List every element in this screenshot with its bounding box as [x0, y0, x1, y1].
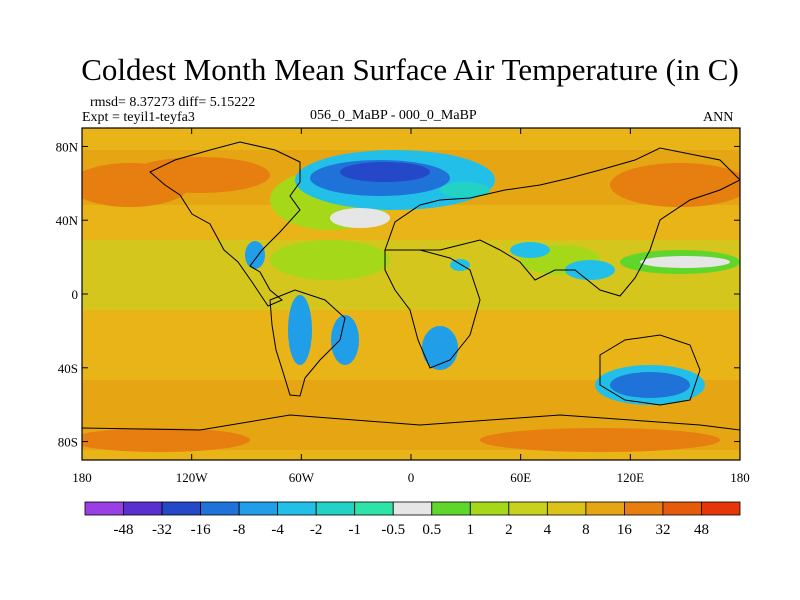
coast-north-america: [149, 141, 301, 307]
colorbar-level-label: 48: [694, 522, 709, 538]
colorbar-level-label: 16: [617, 522, 633, 538]
colorbar-level-label: 8: [582, 522, 590, 538]
colorbar-swatch: [392, 501, 433, 516]
field-ne-pacific-hot: [610, 163, 740, 207]
coastlines: [82, 141, 740, 431]
lat-tick-label: 80S: [58, 435, 78, 450]
colorbar: [84, 501, 741, 516]
field-tropical-band: [82, 240, 740, 310]
coast-australia: [599, 334, 701, 406]
field-southeast-asia-cyan: [565, 260, 615, 280]
colorbar-level-label: -48: [114, 522, 134, 538]
colorbar-swatch: [469, 501, 510, 516]
period-label: 056_0_MaBP - 000_0_MaBP: [310, 108, 477, 123]
colorbar-swatch: [277, 501, 317, 516]
colorbar-labels: -48 -32 -16 -8 -4 -2 -1 -0.5 0.5 1 2 4 8 16 32 48: [114, 522, 709, 538]
colorbar-swatch: [431, 501, 471, 516]
lon-tick-label: 60E: [510, 470, 531, 485]
colorbar-level-label: 2: [505, 522, 513, 538]
coast-africa: [384, 249, 481, 369]
field-south-indian-hot: [480, 428, 720, 452]
lon-tick-label: 180: [72, 470, 92, 485]
colorbar-swatch: [508, 501, 548, 516]
stats-label: rmsd= 8.37273 diff= 5.15222: [90, 95, 256, 110]
field-north-atlantic-neutral: [330, 208, 390, 228]
colorbar-level-label: -8: [233, 522, 246, 538]
lat-tick-label: 40N: [56, 213, 79, 228]
colorbar-swatch: [701, 501, 741, 516]
lon-tick-label: 120W: [176, 470, 209, 485]
colorbar-level-label: 32: [655, 522, 670, 538]
field-south-pacific-hot: [82, 428, 250, 452]
lat-tick-label: 80N: [56, 139, 79, 154]
field-south-america-cold: [288, 295, 312, 365]
field-north-america-hot: [130, 157, 270, 193]
lon-tick-label: 0: [408, 470, 415, 485]
colorbar-level-label: -32: [152, 522, 172, 538]
colorbar-level-label: 0.5: [422, 522, 441, 538]
field-south-africa-cold: [422, 326, 458, 370]
lon-tick-label: 180: [730, 470, 750, 485]
colorbar-level-label: -4: [271, 522, 284, 538]
field-south-atlantic-cold: [331, 315, 359, 365]
lon-tick-label: 120E: [617, 470, 645, 485]
colorbar-swatch: [238, 501, 279, 516]
longitude-axis: 180 120W 60W 0 60E 120E 180: [72, 128, 750, 485]
lat-tick-label: 40S: [58, 361, 78, 376]
colorbar-swatch: [200, 501, 240, 516]
colorbar-level-label: -0.5: [381, 522, 405, 538]
colorbar-swatch: [123, 501, 163, 516]
colorbar-swatch: [84, 501, 124, 516]
colorbar-swatch: [624, 501, 664, 516]
colorbar-swatch: [354, 501, 394, 516]
field-central-america-cold: [245, 241, 265, 269]
field-pacific-neutral-streak: [640, 256, 730, 268]
lat-tick-label: 0: [72, 287, 79, 302]
colorbar-level-label: -16: [191, 522, 211, 538]
colorbar-level-label: -2: [310, 522, 323, 538]
coast-eurasia: [384, 147, 740, 297]
experiment-label: Expt = teyil1-teyfa3: [82, 110, 195, 125]
colorbar-swatch: [546, 501, 587, 516]
colorbar-swatch: [662, 501, 702, 516]
season-label: ANN: [703, 110, 734, 125]
colorbar-level-label: -1: [348, 522, 361, 538]
field-scandinavia-cyan: [440, 182, 490, 198]
latitude-axis: 80N 40N 0 40S 80S: [56, 139, 740, 450]
field-india-cyan: [510, 242, 550, 258]
lon-tick-label: 60W: [289, 470, 315, 485]
field-atlantic-green: [270, 240, 390, 280]
temperature-field: [82, 128, 740, 460]
colorbar-swatch: [315, 501, 356, 516]
colorbar-level-label: 4: [544, 522, 552, 538]
field-arabia-cyan: [450, 259, 470, 271]
chart-title: Coldest Month Mean Surface Air Temperatu…: [81, 52, 739, 87]
colorbar-level-label: 1: [467, 522, 475, 538]
coast-antarctica: [82, 414, 740, 431]
coast-south-america: [269, 289, 346, 397]
colorbar-swatch: [585, 501, 625, 516]
field-north-atlantic-coldest: [340, 162, 430, 182]
colorbar-swatch: [161, 501, 201, 516]
field-australia-cold: [610, 372, 690, 398]
